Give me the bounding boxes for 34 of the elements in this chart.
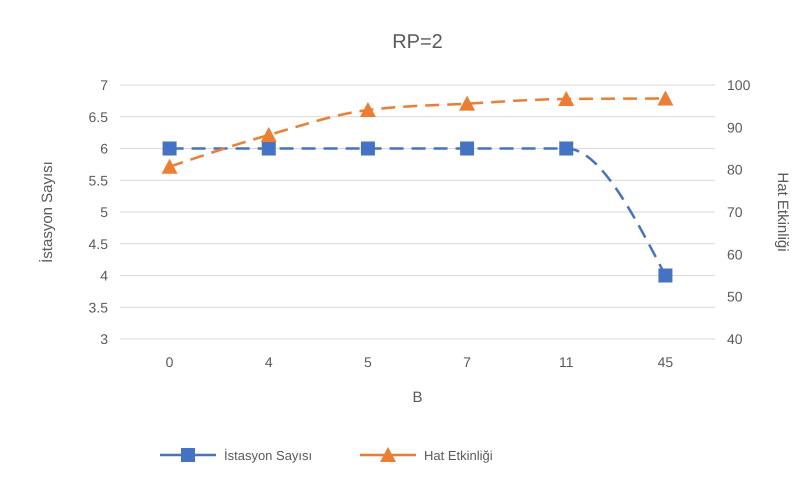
y-axis-title: İstasyon Sayısı [38, 161, 56, 263]
y-tick-label: 6 [100, 140, 108, 156]
y2-tick-label: 50 [727, 288, 743, 305]
y2-axis-title: Hat Etkinliği [774, 172, 791, 252]
y-tick-label: 4.5 [88, 236, 108, 252]
y2-tick-label: 40 [727, 331, 743, 347]
x-tick-label: 7 [463, 354, 472, 370]
y2-tick-label: 100 [727, 77, 751, 93]
y2-tick-label: 60 [727, 246, 743, 262]
y-tick-label: 5 [100, 204, 108, 220]
x-axis-title: B [412, 389, 423, 406]
y-tick-label: 5.5 [88, 172, 108, 188]
point [459, 96, 476, 111]
y2-tick-label: 90 [727, 119, 743, 136]
chart-title: RP=2 [392, 31, 443, 53]
point [260, 126, 277, 142]
y2-tick-label: 70 [727, 204, 743, 220]
x-tick-label: 0 [166, 354, 174, 370]
x-tick-label: 4 [264, 354, 273, 370]
point [162, 158, 178, 174]
point [558, 90, 574, 106]
y-tick-label: 3 [100, 331, 108, 347]
x-tick-label: 45 [658, 354, 674, 370]
y-tick-label: 7 [100, 77, 108, 93]
point [657, 90, 674, 106]
legend-label: İstasyon Sayısı [224, 448, 312, 463]
y-tick-label: 3.5 [88, 299, 108, 316]
x-tick-label: 11 [558, 354, 574, 370]
y-tick-label: 4 [100, 268, 108, 284]
x-tick-label: 5 [364, 354, 372, 370]
point [360, 102, 376, 117]
legend-label: Hat Etkinliği [424, 448, 493, 463]
y2-tick-label: 80 [727, 162, 743, 178]
y-tick-label: 6.5 [88, 108, 108, 125]
